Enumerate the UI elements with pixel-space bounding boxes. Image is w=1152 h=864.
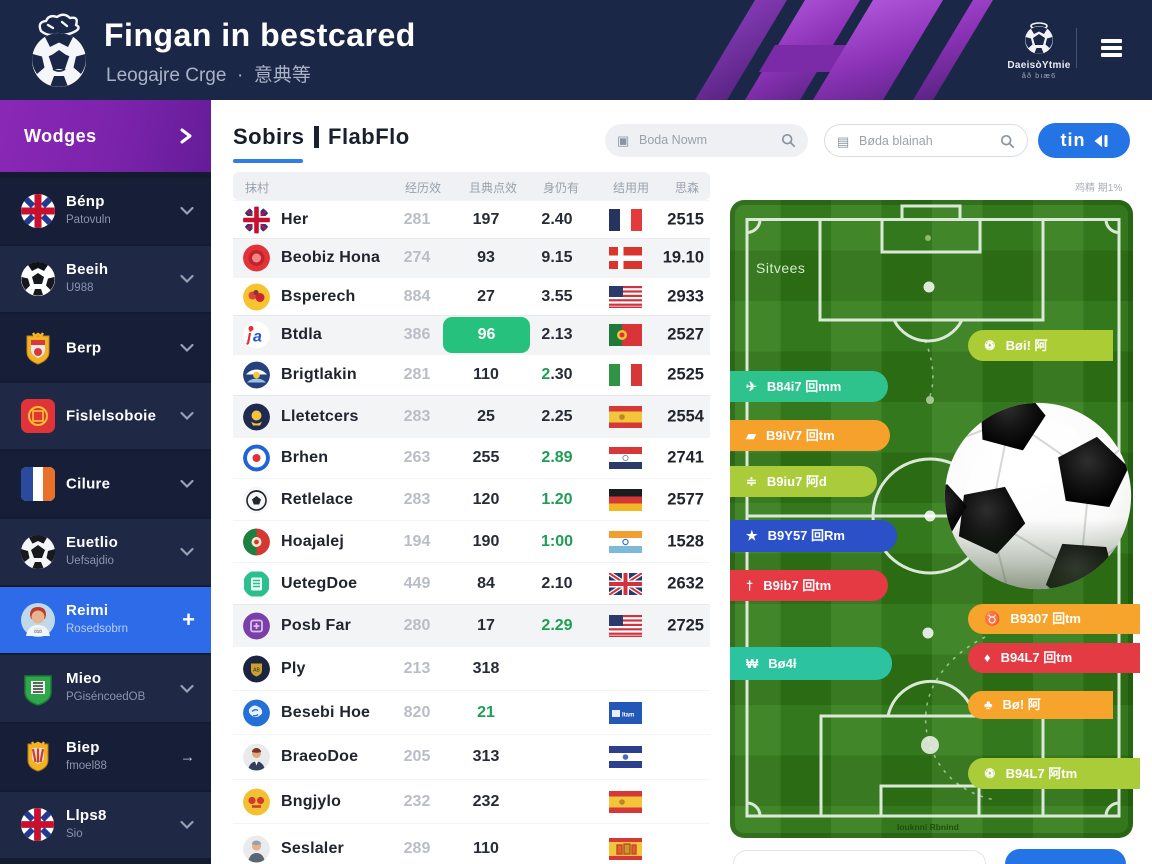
svg-text:AB: AB xyxy=(253,667,260,673)
svg-text:a: a xyxy=(253,329,262,346)
svg-text:Itam: Itam xyxy=(622,712,634,718)
svg-text:j: j xyxy=(245,329,252,346)
svg-text:010: 010 xyxy=(34,629,42,634)
